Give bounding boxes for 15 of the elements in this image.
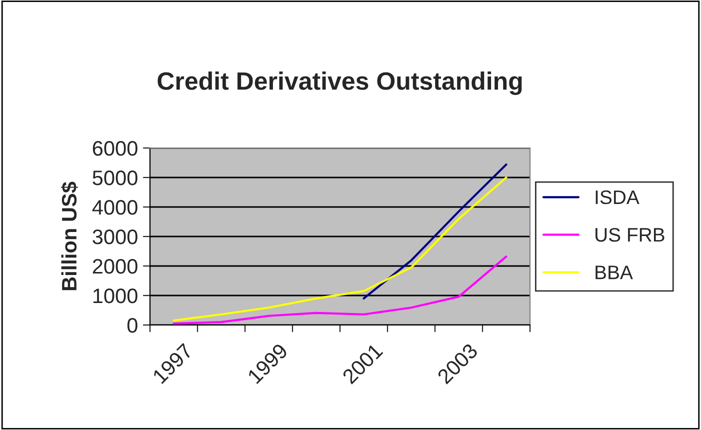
line-series bbox=[172, 176, 508, 322]
line-series bbox=[172, 256, 508, 325]
legend-label: US FRB bbox=[596, 228, 664, 242]
legend-label: BBA bbox=[596, 266, 633, 280]
y-axis-title: Billion US$ bbox=[60, 182, 78, 290]
y-tick-label: 6000 bbox=[92, 141, 138, 156]
y-tick-label: 0 bbox=[127, 318, 138, 333]
y-tick-label: 2000 bbox=[92, 259, 138, 274]
y-tick-label: 1000 bbox=[93, 288, 138, 304]
y-tick-label: 3000 bbox=[92, 230, 138, 244]
y-tick-label: 4000 bbox=[92, 200, 138, 215]
y-tick-label: 5000 bbox=[92, 170, 138, 186]
line-series bbox=[362, 163, 508, 300]
legend-label: ISDA bbox=[596, 190, 640, 204]
chart-title: Credit Derivatives Outstanding bbox=[158, 72, 522, 95]
